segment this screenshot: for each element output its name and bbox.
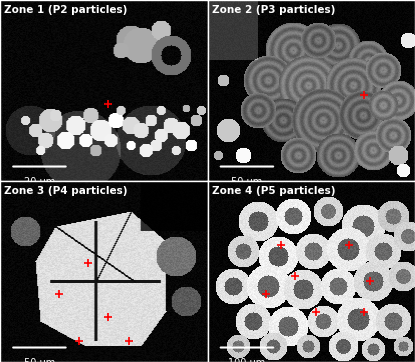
Text: 50 μm: 50 μm bbox=[24, 358, 55, 362]
Text: Zone 1 (P2 particles): Zone 1 (P2 particles) bbox=[4, 5, 127, 16]
Text: Zone 4 (P5 particles): Zone 4 (P5 particles) bbox=[212, 186, 335, 197]
Text: 50 μm: 50 μm bbox=[231, 177, 263, 188]
Text: Zone 3 (P4 particles): Zone 3 (P4 particles) bbox=[4, 186, 128, 197]
Text: 20 μm: 20 μm bbox=[24, 177, 55, 188]
Text: Zone 2 (P3 particles): Zone 2 (P3 particles) bbox=[212, 5, 335, 16]
Text: 100 μm: 100 μm bbox=[228, 358, 266, 362]
